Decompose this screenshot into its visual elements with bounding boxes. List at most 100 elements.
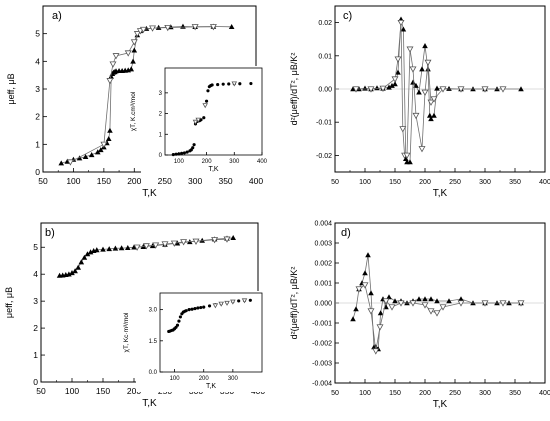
data-point: [518, 86, 524, 92]
series-line: [70, 26, 214, 163]
data-point: [352, 86, 360, 93]
panel-label: b): [45, 227, 55, 239]
x-tick-label: 200: [419, 179, 431, 186]
data-point: [106, 78, 114, 85]
data-point: [227, 82, 231, 86]
data-point: [421, 89, 429, 96]
data-point: [409, 66, 417, 73]
data-point: [221, 82, 225, 86]
y-tick-label: 0: [159, 153, 163, 159]
data-point: [389, 82, 395, 88]
data-point: [388, 304, 396, 311]
series-2: [212, 298, 248, 309]
data-point: [100, 246, 106, 252]
y-tick-label: -0.001: [312, 320, 332, 327]
data-point: [190, 307, 194, 311]
x-tick-label: 50: [36, 386, 46, 396]
series-2: [66, 24, 217, 166]
data-point: [230, 299, 236, 305]
data-point: [399, 126, 407, 133]
data-point: [231, 81, 238, 87]
data-point: [249, 81, 253, 86]
data-point: [187, 308, 191, 312]
y-tick-label: 5: [35, 29, 40, 39]
panel-label: c): [343, 10, 352, 22]
data-point: [192, 238, 200, 245]
data-point: [180, 151, 184, 155]
data-point: [237, 299, 241, 303]
data-point: [427, 99, 435, 106]
data-point: [430, 96, 438, 103]
data-point: [84, 251, 91, 257]
data-point: [178, 315, 182, 319]
data-point: [170, 240, 178, 247]
x-tick-label: 250: [449, 179, 461, 186]
y-tick-label: 0.01: [318, 53, 332, 60]
data-point: [192, 143, 196, 147]
x-tick-label: 300: [479, 179, 491, 186]
data-point: [350, 86, 356, 92]
data-point: [386, 294, 392, 300]
data-point: [397, 300, 405, 307]
inset-background: [141, 66, 266, 175]
data-point: [192, 119, 199, 125]
panel-b-inset: 100 200 300 0.0 1.5 3.0 T,K χT, Kc·m³/mol: [123, 291, 266, 392]
series-2: [352, 19, 507, 160]
x-tick-label: 300: [479, 390, 491, 397]
x-axis-label: T,K: [206, 383, 216, 390]
y-tick-label: -0.01: [316, 120, 332, 127]
x-axis-label: T,K: [142, 188, 157, 199]
data-point: [361, 282, 369, 289]
plot-frame: [159, 292, 263, 373]
data-point: [130, 58, 136, 64]
series-2: [355, 282, 525, 355]
data-point: [367, 308, 375, 315]
data-point: [223, 236, 231, 243]
data-point: [499, 86, 507, 93]
data-point: [379, 85, 387, 92]
x-tick-label: 200: [419, 390, 431, 397]
x-tick-label: 350: [218, 176, 232, 186]
data-point: [212, 303, 219, 309]
data-point: [458, 296, 464, 302]
data-point: [353, 306, 359, 312]
y-tick-label: 2: [33, 323, 38, 333]
y-axis-label: μeff, μB: [6, 73, 16, 104]
series-2: [133, 236, 231, 251]
data-point: [82, 153, 89, 160]
data-point: [403, 152, 411, 160]
data-point: [428, 296, 434, 302]
data-point: [107, 127, 113, 133]
data-point: [238, 82, 242, 86]
data-point: [105, 136, 112, 142]
data-point: [193, 307, 197, 311]
data-point: [164, 24, 172, 32]
y-tick-label: 0.004: [314, 220, 332, 227]
x-tick-label: 300: [228, 376, 239, 382]
data-point: [434, 85, 440, 91]
y-tick-label: 0.0: [149, 370, 158, 376]
y-tick-label: 4: [35, 56, 40, 66]
y-tick-label: 0.003: [314, 240, 332, 247]
data-point: [425, 66, 431, 72]
data-point: [230, 235, 236, 241]
x-tick-label: 400: [249, 176, 263, 186]
x-tick-label: 150: [389, 179, 401, 186]
data-point: [439, 86, 447, 93]
x-tick-label: 100: [170, 376, 181, 382]
data-point: [392, 298, 398, 304]
data-point: [207, 304, 212, 308]
y-axis-label: d²(μeff)/dT², μB/K²: [289, 267, 299, 340]
data-point: [517, 300, 525, 307]
data-point: [180, 239, 188, 246]
y-tick-label: 0.002: [314, 260, 332, 267]
data-point: [412, 112, 420, 120]
panel-c: 50 100 150 200 250 300 350 400 -0.02 -0.01 0.00 0.0…: [289, 5, 550, 199]
data-point: [406, 46, 414, 53]
data-point: [199, 305, 203, 310]
x-tick-label: 250: [449, 390, 461, 397]
y-tick-label: 2: [35, 112, 40, 122]
data-point: [185, 150, 189, 154]
